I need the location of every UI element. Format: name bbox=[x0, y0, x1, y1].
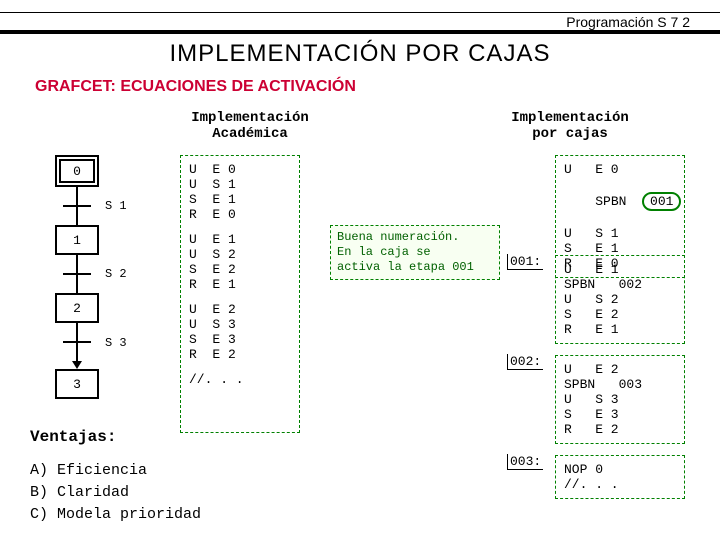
transition-label-2: S 2 bbox=[105, 267, 127, 281]
ventaja-c: C) Modela prioridad bbox=[30, 504, 201, 526]
grafcet-ladder: 0 1 2 3 bbox=[55, 155, 99, 399]
col-right-title-1: Implementación bbox=[511, 110, 629, 126]
label-002: 002: bbox=[503, 354, 547, 369]
cajas-block-2: U E 1 SPBN 002 U S 2 S E 2 R E 1 bbox=[555, 255, 685, 344]
ventaja-b: B) Claridad bbox=[30, 482, 201, 504]
annotation-line-1: Buena numeración. bbox=[337, 230, 459, 244]
step-2: 2 bbox=[55, 293, 99, 323]
cajas-b3-l5: R E 2 bbox=[564, 422, 676, 437]
cajas-b4-l2: //. . . bbox=[564, 477, 676, 492]
ventajas-list: A) Eficiencia B) Claridad C) Modela prio… bbox=[30, 460, 201, 525]
academic-block-2: U E 1 U S 2 S E 2 R E 1 bbox=[189, 232, 291, 292]
annotation-note: Buena numeración. En la caja se activa l… bbox=[330, 225, 500, 280]
col-left-title-1: Implementación bbox=[191, 110, 309, 126]
page-title: IMPLEMENTACIÓN POR CAJAS bbox=[0, 40, 720, 68]
cajas-b3-l1: U E 2 bbox=[564, 362, 676, 377]
step-0-initial: 0 bbox=[55, 155, 99, 187]
cajas-b3-l2: SPBN 003 bbox=[564, 377, 676, 392]
annotation-line-3: activa la etapa 001 bbox=[337, 260, 474, 274]
cajas-block-4: NOP 0 //. . . bbox=[555, 455, 685, 499]
cajas-b2-l2: SPBN 002 bbox=[564, 277, 676, 292]
cajas-b4-l1: NOP 0 bbox=[564, 462, 676, 477]
cajas-b3-l4: S E 3 bbox=[564, 407, 676, 422]
academic-block-1: U E 0 U S 1 S E 1 R E 0 bbox=[189, 162, 291, 222]
ventajas-heading: Ventajas: bbox=[30, 428, 116, 446]
cajas-b1-l3: U S 1 bbox=[564, 226, 676, 241]
cajas-b1-l2: SPBN 001 bbox=[564, 177, 676, 226]
cajas-b1-l4: S E 1 bbox=[564, 241, 676, 256]
arrow-down-icon bbox=[72, 361, 82, 369]
label-003: 003: bbox=[503, 454, 547, 469]
cajas-b3-l3: U S 3 bbox=[564, 392, 676, 407]
label-001: 001: bbox=[503, 254, 547, 269]
academic-block-3: U E 2 U S 3 S E 3 R E 2 bbox=[189, 302, 291, 362]
step-0: 0 bbox=[59, 159, 95, 183]
academic-block-4: //. . . bbox=[189, 372, 291, 387]
cajas-b1-l1: U E 0 bbox=[564, 162, 676, 177]
cajas-block-3: U E 2 SPBN 003 U S 3 S E 3 R E 2 bbox=[555, 355, 685, 444]
spbn-001-highlight: 001 bbox=[642, 192, 681, 211]
transition-label-3: S 3 bbox=[105, 336, 127, 350]
page-label: Programación S 7 2 bbox=[566, 14, 690, 30]
col-left-title-2: Académica bbox=[212, 126, 288, 142]
section-title: GRAFCET: ECUACIONES DE ACTIVACIÓN bbox=[35, 78, 356, 96]
cajas-b2-l4: S E 2 bbox=[564, 307, 676, 322]
header-rule-thick bbox=[0, 30, 720, 34]
ventaja-a: A) Eficiencia bbox=[30, 460, 201, 482]
step-1: 1 bbox=[55, 225, 99, 255]
step-3: 3 bbox=[55, 369, 99, 399]
cajas-b2-l3: U S 2 bbox=[564, 292, 676, 307]
col-right-title-2: por cajas bbox=[532, 126, 608, 142]
cajas-b2-l1: U E 1 bbox=[564, 262, 676, 277]
academic-code-box: U E 0 U S 1 S E 1 R E 0 U E 1 U S 2 S E … bbox=[180, 155, 300, 433]
annotation-line-2: En la caja se bbox=[337, 245, 431, 259]
header-rule-thin bbox=[0, 12, 720, 13]
cajas-b2-l5: R E 1 bbox=[564, 322, 676, 337]
transition-label-1: S 1 bbox=[105, 199, 127, 213]
